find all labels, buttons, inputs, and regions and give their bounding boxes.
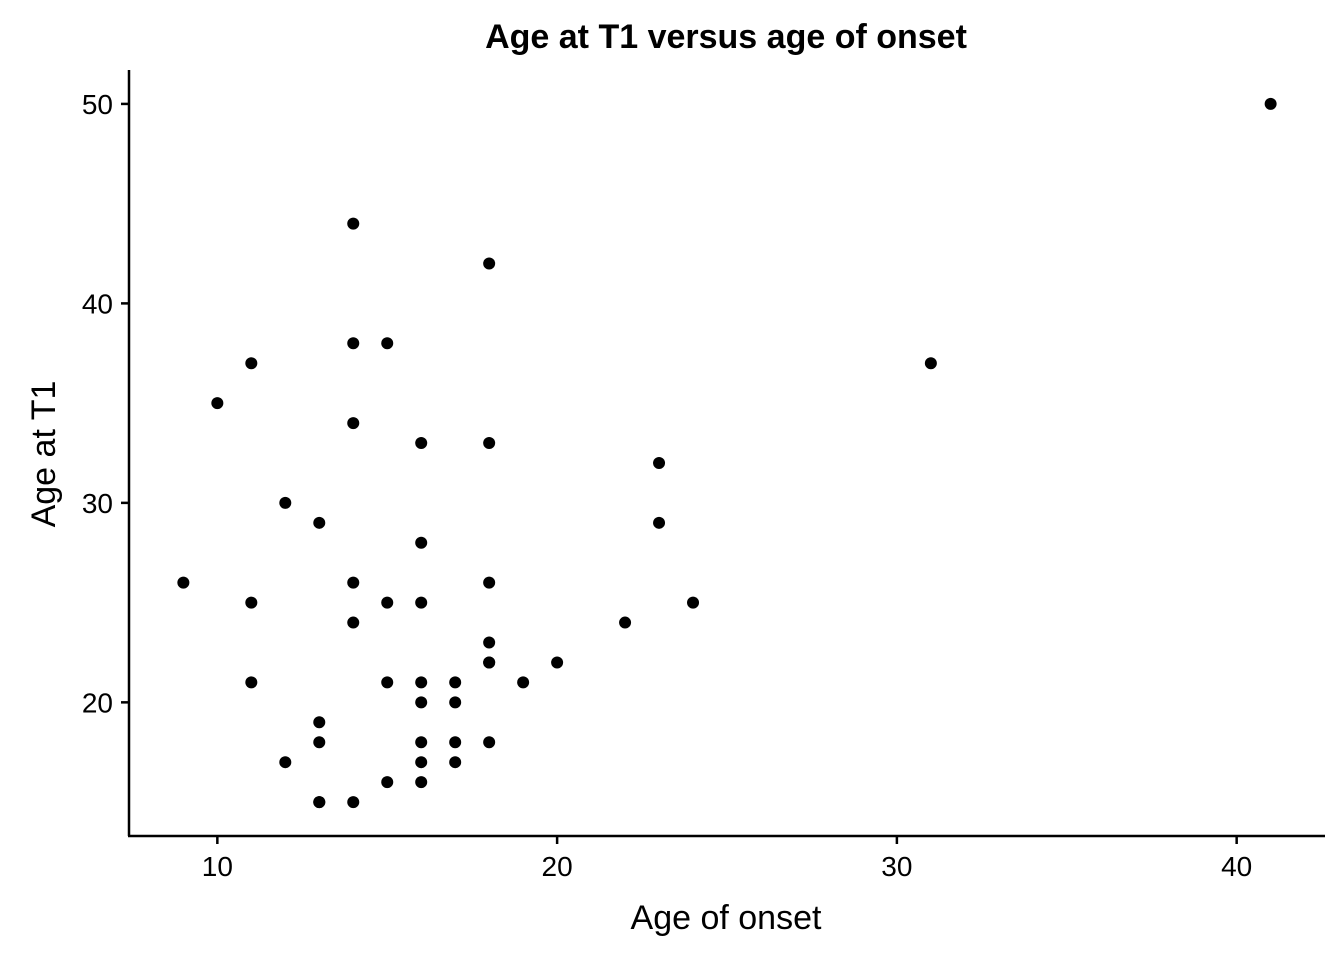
data-point xyxy=(415,736,428,749)
data-point xyxy=(279,756,292,769)
data-point xyxy=(449,736,462,749)
data-point xyxy=(653,516,666,529)
data-point xyxy=(449,696,462,709)
data-point xyxy=(381,776,394,789)
y-tick-label: 50 xyxy=(82,89,113,120)
data-point xyxy=(415,596,428,609)
data-points xyxy=(177,97,1277,809)
data-point xyxy=(483,636,496,649)
data-point xyxy=(245,357,258,370)
x-tick-label: 10 xyxy=(202,851,233,882)
data-point xyxy=(483,656,496,669)
data-point xyxy=(687,596,700,609)
data-point xyxy=(551,656,564,669)
data-point xyxy=(381,676,394,689)
data-point xyxy=(347,337,360,350)
y-axis-ticks: 20 30 40 50 xyxy=(82,89,129,718)
data-point xyxy=(347,576,360,589)
data-point xyxy=(347,616,360,629)
data-point xyxy=(245,596,258,609)
data-point xyxy=(483,257,496,270)
x-tick-label: 40 xyxy=(1221,851,1252,882)
data-point xyxy=(415,676,428,689)
data-point xyxy=(313,516,326,529)
data-point xyxy=(619,616,632,629)
data-point xyxy=(483,437,496,450)
y-tick-label: 40 xyxy=(82,288,113,319)
data-point xyxy=(517,676,530,689)
data-point xyxy=(279,496,292,509)
data-point xyxy=(415,776,428,789)
data-point xyxy=(415,437,428,450)
y-tick-label: 20 xyxy=(82,687,113,718)
x-axis-label: Age of onset xyxy=(631,899,822,937)
x-axis-ticks: 10 20 30 40 xyxy=(202,836,1252,882)
data-point xyxy=(347,217,360,230)
data-point xyxy=(415,696,428,709)
data-point xyxy=(483,576,496,589)
data-point xyxy=(415,756,428,769)
data-point xyxy=(313,716,326,729)
data-point xyxy=(245,676,258,689)
data-point xyxy=(313,736,326,749)
data-point xyxy=(177,576,190,589)
chart-title: Age at T1 versus age of onset xyxy=(485,18,967,56)
data-point xyxy=(381,337,394,350)
data-point xyxy=(381,596,394,609)
data-point xyxy=(1264,97,1277,110)
x-tick-label: 20 xyxy=(542,851,573,882)
data-point xyxy=(347,796,360,809)
x-tick-label: 30 xyxy=(881,851,912,882)
data-point xyxy=(415,536,428,549)
data-point xyxy=(653,456,666,469)
data-point xyxy=(449,676,462,689)
data-point xyxy=(347,417,360,430)
data-point xyxy=(211,397,224,410)
y-axis-label: Age at T1 xyxy=(25,381,63,528)
data-point xyxy=(483,736,496,749)
data-point xyxy=(313,796,326,809)
data-point xyxy=(924,357,937,370)
data-point xyxy=(449,756,462,769)
y-tick-label: 30 xyxy=(82,488,113,519)
